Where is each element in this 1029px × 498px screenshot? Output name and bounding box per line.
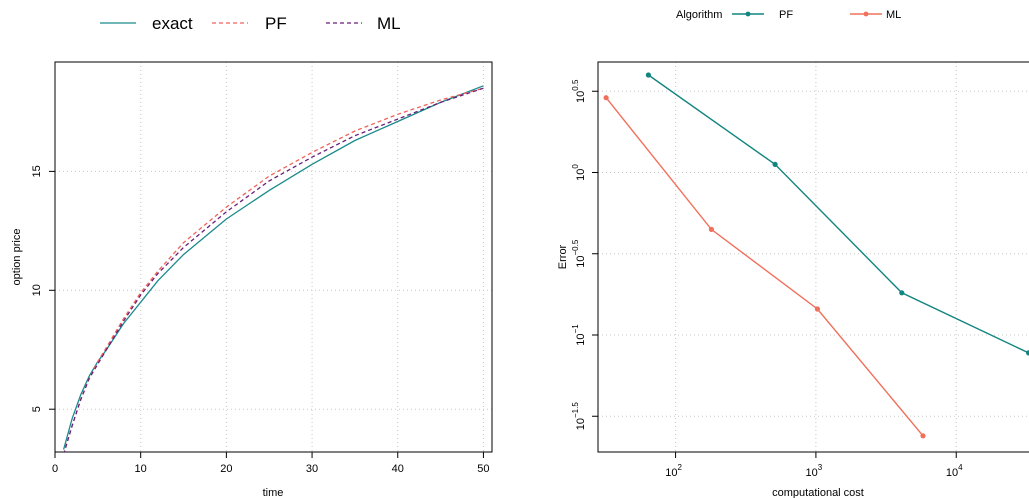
right-point-ml (920, 433, 926, 439)
legend-title-algorithm: Algorithm (676, 9, 722, 21)
right-series-pf (647, 74, 1029, 354)
legend-label-pf: PF (265, 14, 287, 33)
left-series-ml (63, 87, 484, 452)
right-y-tick-label: 10−1 (571, 324, 587, 346)
right-plot-frame (597, 61, 1029, 453)
legend-label-ml: ML (377, 14, 401, 33)
left-chart: exact PF ML 0 10 20 30 40 50 5 10 15 time optio… (11, 14, 493, 498)
left-legend: exact PF ML (100, 14, 401, 33)
left-y-axis: 5 10 15 (31, 165, 55, 412)
right-y-tick-label: 100 (571, 164, 587, 181)
right-point-pf (772, 161, 778, 167)
right-legend: Algorithm PF ML (676, 9, 901, 21)
left-grid (54, 62, 492, 452)
right-point-ml (814, 306, 821, 312)
right-point-pf (1026, 350, 1029, 356)
legend-marker-ml-right (863, 11, 869, 17)
left-x-tick-label: 40 (392, 463, 404, 475)
right-y-tick-label: 10−0.5 (571, 239, 587, 268)
left-series (62, 85, 484, 452)
left-x-tick-label: 50 (477, 463, 489, 475)
right-x-tick-label: 104 (946, 463, 963, 479)
right-point-pf (899, 290, 905, 296)
right-y-tick-label: 10−1.5 (571, 402, 587, 431)
left-series-exact (62, 85, 484, 450)
left-plot-frame (54, 61, 493, 453)
left-x-tick-label: 30 (306, 463, 318, 475)
right-x-tick-label: 102 (665, 463, 682, 479)
left-y-tick-label: 15 (31, 165, 43, 177)
right-x-axis: 102 103 104 (665, 452, 963, 479)
right-x-tick-label: 103 (806, 463, 823, 479)
left-x-axis-title: time (263, 487, 284, 498)
right-y-axis-title: Error (557, 244, 569, 269)
right-chart: Algorithm PF ML 102 103 104 10−1.5 10−1 10−0… (557, 9, 1029, 498)
right-point-pf (645, 72, 652, 78)
left-series-pf (63, 87, 484, 452)
right-point-ml (603, 95, 609, 101)
left-y-tick-label: 10 (31, 284, 43, 296)
right-grid (597, 61, 1029, 453)
left-x-tick-label: 20 (220, 463, 232, 475)
left-x-tick-label: 10 (135, 463, 147, 475)
right-series-ml (605, 97, 924, 437)
legend-label-exact: exact (152, 14, 193, 33)
right-y-axis: 10−1.5 10−1 10−0.5 100 100.5 (571, 79, 598, 430)
left-y-tick-label: 5 (31, 406, 43, 412)
left-y-axis-title: option price (11, 229, 23, 286)
right-y-tick-label: 100.5 (571, 79, 587, 103)
legend-label-ml-right: ML (886, 9, 901, 21)
right-x-axis-title: computational cost (772, 487, 864, 498)
left-x-axis: 0 10 20 30 40 50 (52, 452, 490, 475)
left-x-tick-label: 0 (52, 463, 58, 475)
legend-label-pf-right: PF (779, 9, 793, 21)
right-series (603, 72, 1029, 439)
legend-marker-pf-right (745, 11, 751, 17)
right-point-ml (708, 226, 715, 232)
